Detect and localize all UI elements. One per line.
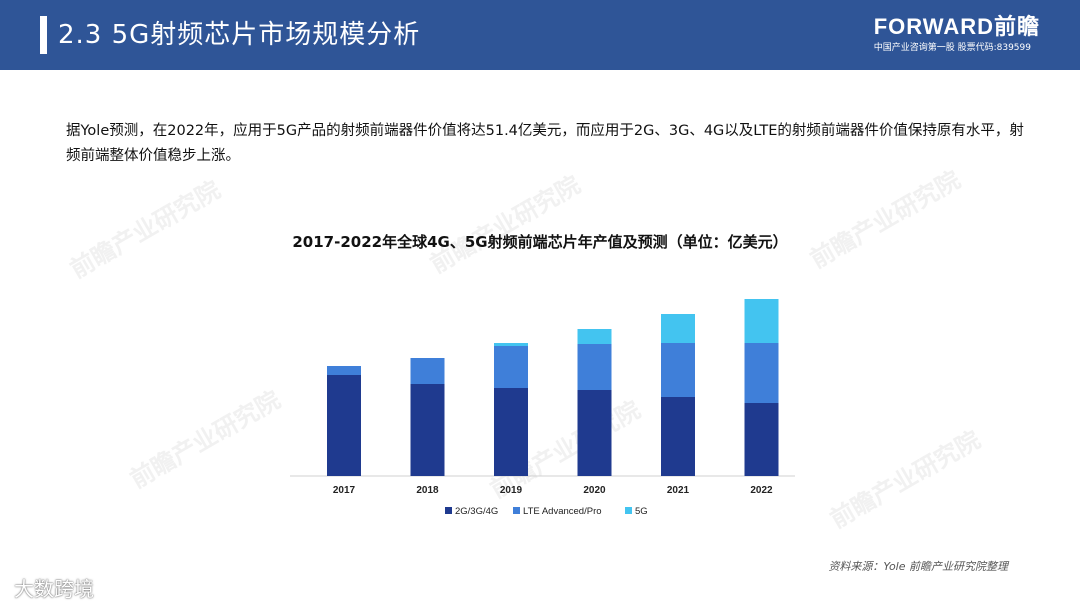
legend-label-3: 5G (635, 506, 648, 517)
bar-2022-series-2 (744, 343, 779, 403)
header-banner: 2.3 5G射频芯片市场规模分析 FORWARD前瞻 中国产业咨询第一股 股票代… (0, 0, 1080, 70)
bar-2019-series-3 (494, 343, 528, 346)
bar-2017-series-2 (327, 366, 361, 375)
watermark: 前瞻产业研究院 (805, 165, 965, 274)
x-tick-label: 2020 (583, 485, 606, 496)
bar-2022-series-3 (744, 299, 779, 343)
bar-2022-series-1 (744, 403, 779, 476)
bar-2021-series-2 (661, 343, 695, 397)
bar-2020-series-2 (577, 344, 612, 390)
bar-2017-series-1 (327, 375, 361, 476)
bar-2020-series-3 (577, 329, 612, 344)
bar-2018-series-2 (410, 358, 445, 384)
bottom-watermark-logo: 大数跨境 (14, 577, 94, 601)
watermark: 前瞻产业研究院 (125, 385, 285, 494)
x-tick-label: 2019 (500, 485, 523, 496)
bar-2019-series-1 (494, 388, 528, 476)
description-text: 据Yole预测，在2022年，应用于5G产品的射频前端器件价值将达51.4亿美元… (66, 123, 1024, 164)
brand-name: FORWARD前瞻 (873, 14, 1040, 39)
watermark: 前瞻产业研究院 (425, 170, 585, 279)
bar-2020-series-1 (577, 390, 612, 476)
title-accent-bar (40, 16, 47, 54)
bar-2019-series-2 (494, 346, 528, 388)
chart-title: 2017-2022年全球4G、5G射频前端芯片年产值及预测（单位：亿美元） (292, 233, 788, 251)
legend-label-2: LTE Advanced/Pro (523, 506, 602, 517)
stacked-bar-chart: 2017 2018 2019 2020 2021 2022 2G/3G/4G LTE Adva… (290, 299, 795, 517)
page-title: 2.3 5G射频芯片市场规模分析 (58, 20, 421, 50)
x-tick-label: 2018 (416, 485, 439, 496)
x-tick-label: 2017 (333, 485, 356, 496)
bar-2021-series-3 (661, 314, 695, 343)
source-note: 资料来源：Yole 前瞻产业研究院整理 (828, 560, 1008, 573)
legend-label-1: 2G/3G/4G (455, 506, 498, 517)
bar-2021-series-1 (661, 397, 695, 476)
brand-logo: FORWARD前瞻 中国产业咨询第一股 股票代码:839599 (874, 14, 1040, 54)
legend-swatch-1 (445, 507, 452, 514)
legend-swatch-3 (625, 507, 632, 514)
x-tick-label: 2021 (667, 485, 690, 496)
brand-tagline: 中国产业咨询第一股 股票代码:839599 (873, 43, 1031, 53)
watermark: 前瞻产业研究院 (65, 175, 225, 284)
x-tick-label: 2022 (750, 485, 773, 496)
legend-swatch-2 (513, 507, 520, 514)
watermark: 前瞻产业研究院 (825, 425, 985, 534)
bar-2018-series-1 (410, 384, 445, 476)
